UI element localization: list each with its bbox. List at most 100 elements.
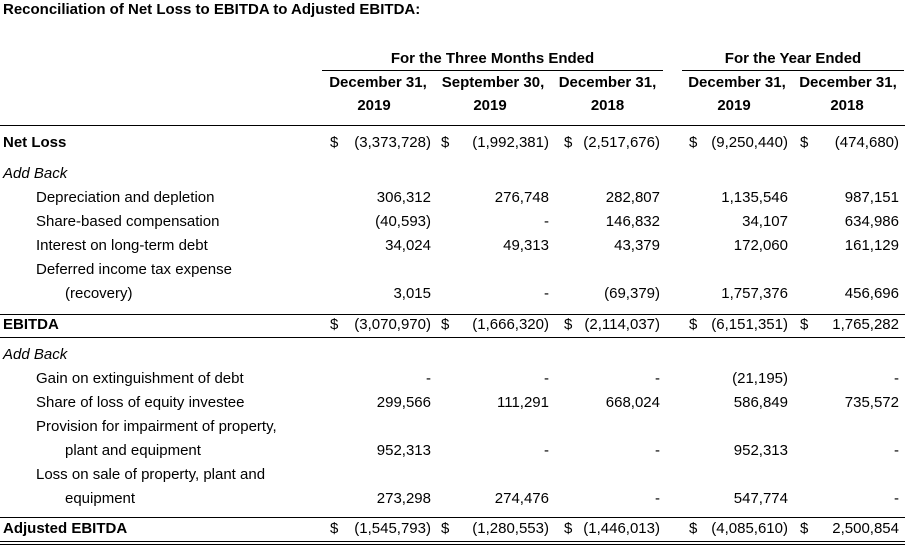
- cell-value: 34,107: [742, 213, 788, 230]
- currency-symbol: $: [441, 520, 450, 537]
- cell-value: (3,070,970): [354, 316, 431, 333]
- row-label: Add Back: [3, 165, 68, 182]
- col2-year: 2019: [473, 97, 507, 114]
- row-label: Depreciation and depletion: [36, 189, 215, 206]
- col4-date: December 31,: [688, 74, 786, 91]
- table-row: Share-based compensation (40,593) - 146,832…: [0, 210, 905, 234]
- currency-symbol: $: [330, 520, 339, 537]
- header-three-months: For the Three Months Ended: [390, 50, 595, 67]
- table-row: Add Back: [0, 162, 905, 186]
- col3-year: 2018: [590, 97, 625, 114]
- cell-value: -: [655, 490, 660, 507]
- currency-symbol: $: [689, 134, 698, 151]
- cell-value: 1,765,282: [832, 316, 899, 333]
- header-bottom-line: [0, 125, 905, 126]
- cell-value: -: [426, 370, 431, 387]
- cell-value: (1,545,793): [354, 520, 431, 537]
- row-label: EBITDA: [3, 316, 59, 333]
- table-row: Adjusted EBITDA $ (1,545,793) $ (1,280,553) $…: [0, 517, 905, 541]
- cell-value: -: [544, 370, 549, 387]
- currency-symbol: $: [800, 520, 809, 537]
- table-row: (recovery) 3,015 - (69,379) 1,757,376 456,696: [0, 282, 905, 306]
- cell-value: (21,195): [732, 370, 788, 387]
- cell-value: (2,114,037): [584, 316, 660, 333]
- cell-value: 172,060: [733, 237, 788, 254]
- table-row: equipment 273,298 274,476 - 547,774 -: [0, 487, 905, 511]
- currency-symbol: $: [564, 134, 573, 151]
- table-row: Net Loss $ (3,373,728) $ (1,992,381) $ (2,517,…: [0, 131, 905, 155]
- table-title: Reconciliation of Net Loss to EBITDA to …: [3, 1, 421, 18]
- table-row: EBITDA $ (3,070,970) $ (1,666,320) $ (2,114,03…: [0, 313, 905, 337]
- cell-value: 306,312: [376, 189, 431, 206]
- cell-value: 952,313: [733, 442, 788, 459]
- ebitda-bottom-line: [0, 337, 905, 338]
- table-row: Interest on long-term debt 34,024 49,313 43…: [0, 234, 905, 258]
- cell-value: 634,986: [844, 213, 899, 230]
- header-year-ended: For the Year Ended: [724, 50, 862, 67]
- row-label: Deferred income tax expense: [36, 261, 232, 278]
- row-label: equipment: [65, 490, 136, 507]
- cell-value: 1,135,546: [721, 189, 788, 206]
- table-row: Add Back: [0, 343, 905, 367]
- table-row: Share of loss of equity investee 299,566 1…: [0, 391, 905, 415]
- cell-value: (4,085,610): [711, 520, 788, 537]
- currency-symbol: $: [564, 520, 573, 537]
- cell-value: 299,566: [376, 394, 431, 411]
- col2-date: September 30,: [441, 74, 545, 91]
- cell-value: (1,666,320): [472, 316, 549, 333]
- col1-year: 2019: [357, 97, 391, 114]
- cell-value: -: [894, 442, 899, 459]
- cell-value: 1,757,376: [721, 285, 788, 302]
- cell-value: (3,373,728): [354, 134, 431, 151]
- table-row: Deferred income tax expense: [0, 258, 905, 282]
- cell-value: -: [655, 370, 660, 387]
- cell-value: (40,593): [375, 213, 431, 230]
- currency-symbol: $: [441, 316, 450, 333]
- row-label: Provision for impairment of property,: [36, 418, 277, 435]
- ebitda-top-line: [0, 314, 905, 315]
- adjusted-top-line: [0, 517, 905, 518]
- table-row: Provision for impairment of property,: [0, 415, 905, 439]
- table-row: Gain on extinguishment of debt - - - (21,195…: [0, 367, 905, 391]
- row-label: Share-based compensation: [36, 213, 220, 230]
- table-row: Depreciation and depletion 306,312 276,748…: [0, 186, 905, 210]
- row-label: Net Loss: [3, 134, 67, 151]
- cell-value: (2,517,676): [583, 134, 660, 151]
- cell-value: 952,313: [376, 442, 431, 459]
- cell-value: 276,748: [494, 189, 549, 206]
- cell-value: 3,015: [393, 285, 431, 302]
- cell-value: (474,680): [834, 134, 899, 151]
- currency-symbol: $: [441, 134, 450, 151]
- cell-value: 547,774: [733, 490, 788, 507]
- cell-value: -: [894, 490, 899, 507]
- currency-symbol: $: [564, 316, 573, 333]
- cell-value: 274,476: [494, 490, 549, 507]
- cell-value: 668,024: [605, 394, 660, 411]
- col5-year: 2018: [830, 97, 864, 114]
- row-label: Add Back: [3, 346, 68, 363]
- cell-value: (69,379): [604, 285, 660, 302]
- cell-value: 161,129: [844, 237, 899, 254]
- cell-value: 456,696: [844, 285, 899, 302]
- row-label: Interest on long-term debt: [36, 237, 208, 254]
- currency-symbol: $: [330, 134, 339, 151]
- header-underline-year: [682, 70, 904, 71]
- cell-value: 146,832: [605, 213, 660, 230]
- cell-value: 49,313: [503, 237, 549, 254]
- row-label: Loss on sale of property, plant and: [36, 466, 266, 483]
- header-underline-three-months: [322, 70, 663, 71]
- currency-symbol: $: [800, 134, 809, 151]
- cell-value: 34,024: [385, 237, 431, 254]
- table-row: Loss on sale of property, plant and: [0, 463, 905, 487]
- cell-value: (9,250,440): [711, 134, 788, 151]
- row-label: (recovery): [65, 285, 133, 302]
- cell-value: 2,500,854: [832, 520, 899, 537]
- cell-value: 735,572: [844, 394, 899, 411]
- currency-symbol: $: [689, 316, 698, 333]
- currency-symbol: $: [330, 316, 339, 333]
- row-label: Gain on extinguishment of debt: [36, 370, 244, 387]
- col3-date: December 31,: [558, 74, 657, 91]
- cell-value: 987,151: [844, 189, 899, 206]
- adjusted-bottom-line-1: [0, 541, 905, 542]
- adjusted-bottom-line-2: [0, 544, 905, 545]
